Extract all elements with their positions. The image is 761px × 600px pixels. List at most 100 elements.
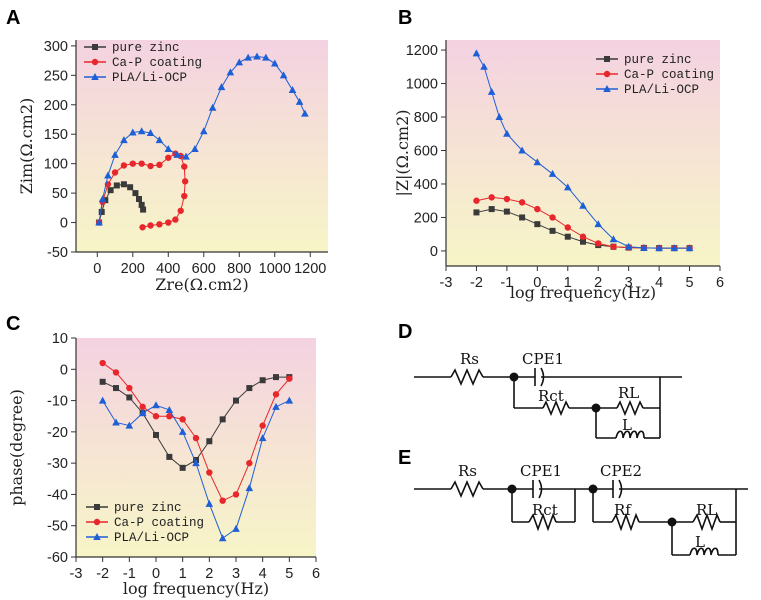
circuit-d-label-rct: Rct [538,387,564,405]
circuit-d-label-rs: Rs [460,350,479,368]
data-point [655,244,663,252]
data-point [99,359,106,367]
x-tick-label: 6 [312,566,320,582]
y-tick-label: 250 [44,68,68,84]
data-point [288,86,297,94]
data-point [518,199,526,206]
data-point [503,129,511,137]
data-point [98,396,107,404]
panel-letter-c: C [6,313,20,335]
data-point [594,220,603,228]
data-point [125,421,134,429]
x-tick-label: 0 [93,261,101,277]
circuit-d-label-cpe1: CPE1 [522,350,564,368]
legend-label: pure zinc [624,53,692,67]
circuit-d [414,367,682,439]
data-point [624,242,633,250]
data-point [137,127,146,135]
data-point [111,169,119,176]
data-point [98,195,107,202]
circuit-d-label-rl: RL [618,384,639,402]
x-tick-label: -3 [70,566,83,582]
data-point [199,127,208,135]
data-point [219,497,226,504]
data-point [563,183,572,191]
data-point [609,235,618,243]
data-point [472,49,481,57]
x-tick-label: 6 [716,275,724,291]
data-point [670,244,679,252]
data-point [156,221,163,228]
data-point [136,196,142,202]
data-point [503,195,511,203]
y-tick-label: 50 [52,186,68,202]
chart-b-bode-modulus: -3 -2 -1 0 1 2 3 4 5 6 0 200 400 600 800 1000 1200 log fr… [393,40,724,302]
data-point [259,377,266,384]
data-point [245,484,254,492]
y-tick-label: -50 [47,245,68,261]
data-point [177,207,184,214]
data-point [139,224,146,231]
data-point [156,161,163,169]
circuit-e-node-3 [667,517,677,527]
data-point [132,190,139,197]
data-point [192,459,200,467]
circuit-e-label-rct: Rct [532,501,558,519]
data-point [488,206,495,213]
x-tick-label: 2 [205,566,213,582]
y-tick-label: 1000 [406,77,438,93]
data-point [246,385,253,392]
x-tick-label: 1000 [259,261,291,277]
data-point [181,178,189,185]
data-point [139,403,146,411]
y-tick-label: 0 [60,362,68,378]
data-point [286,375,293,382]
data-point [98,208,105,215]
data-point [259,422,266,429]
data-point [272,391,280,398]
data-point [226,68,235,76]
x-axis-label: log frequency(Hz) [510,283,656,302]
x-tick-label: -1 [500,275,513,291]
data-point [112,369,120,376]
data-point [272,402,280,410]
data-point [181,163,188,170]
data-point [164,144,173,152]
y-tick-label: 0 [430,244,438,260]
data-point [534,205,541,213]
x-tick-label: 2 [594,275,602,291]
data-point [206,438,213,445]
legend-marker [94,504,100,510]
circuit-e-label-cpe2: CPE2 [600,462,642,480]
data-point [179,416,186,423]
circuit-e-label-l: L [695,533,705,551]
data-point [253,52,261,60]
data-point [178,427,187,435]
data-point [127,184,134,191]
data-point [487,87,496,95]
legend-label: PLA/Li-OCP [624,83,699,97]
data-point [579,201,587,209]
x-tick-label: 600 [192,261,216,277]
circuit-d-node-2 [591,403,601,413]
x-tick-label: 5 [686,275,694,291]
panel-letter-e: E [398,447,411,469]
data-point [564,233,571,240]
y-tick-label: 100 [44,157,68,173]
data-point [166,453,173,460]
y-tick-label: 150 [44,127,68,143]
data-point [579,233,587,240]
legend-label: Ca-P coating [114,516,204,530]
data-point [595,240,602,247]
x-tick-label: 0 [152,566,160,582]
data-point [270,59,279,67]
data-point [128,128,137,136]
data-point [120,181,127,188]
data-point [138,409,147,417]
data-point [147,162,154,170]
data-point [580,238,586,245]
panel-letter-a: A [6,7,20,29]
y-tick-label: 300 [44,39,68,55]
x-axis-label: Zre(Ω.cm2) [155,275,248,294]
data-point [217,83,226,91]
